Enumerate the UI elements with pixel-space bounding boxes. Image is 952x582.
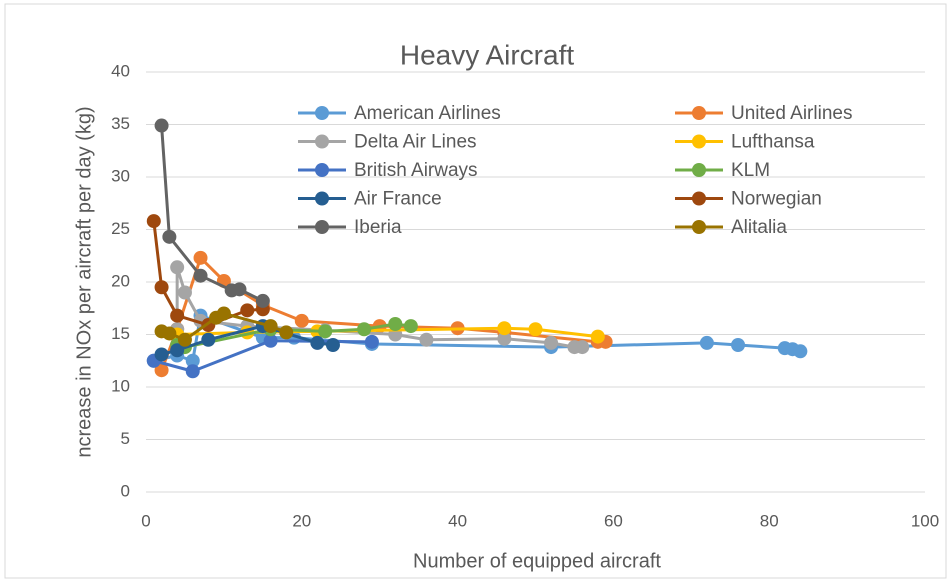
legend-label: American Airlines bbox=[354, 103, 501, 124]
y-tick-label: 10 bbox=[111, 376, 130, 395]
point bbox=[154, 363, 169, 378]
legend-marker bbox=[692, 134, 706, 149]
point bbox=[294, 313, 309, 328]
x-tick-label: 0 bbox=[141, 511, 150, 530]
y-tick-label: 25 bbox=[111, 219, 130, 238]
x-tick-label: 80 bbox=[760, 511, 779, 530]
legend-label: Norwegian bbox=[731, 189, 822, 210]
point bbox=[154, 347, 169, 362]
legend-marker bbox=[315, 220, 329, 234]
legend-label: Delta Air Lines bbox=[354, 132, 477, 153]
x-axis-label: Number of equipped aircraft bbox=[413, 550, 661, 572]
legend-label: Air France bbox=[354, 189, 442, 210]
legend-label: United Airlines bbox=[731, 103, 852, 124]
point bbox=[162, 229, 177, 244]
y-tick-label: 30 bbox=[111, 166, 130, 185]
point bbox=[544, 335, 559, 350]
point bbox=[154, 280, 169, 295]
point bbox=[193, 250, 208, 265]
point bbox=[177, 285, 192, 300]
y-tick-label: 5 bbox=[121, 429, 130, 448]
point bbox=[255, 293, 270, 308]
legend-marker bbox=[692, 106, 706, 120]
point bbox=[590, 329, 605, 344]
point bbox=[263, 319, 278, 334]
point bbox=[177, 332, 192, 347]
point bbox=[170, 260, 185, 275]
point bbox=[263, 333, 278, 348]
point bbox=[318, 324, 333, 339]
x-tick-label: 40 bbox=[448, 511, 467, 530]
point bbox=[170, 308, 185, 323]
chart-title: Heavy Aircraft bbox=[400, 39, 574, 70]
point bbox=[310, 335, 325, 350]
point bbox=[497, 331, 512, 346]
point bbox=[364, 334, 379, 349]
legend-marker bbox=[692, 191, 706, 206]
point bbox=[403, 319, 418, 334]
legend-marker bbox=[692, 163, 706, 177]
point bbox=[793, 344, 808, 359]
point bbox=[201, 332, 216, 347]
point bbox=[388, 317, 403, 331]
point bbox=[357, 322, 372, 337]
y-tick-label: 35 bbox=[111, 114, 130, 133]
point bbox=[232, 282, 247, 297]
point bbox=[497, 321, 512, 336]
legend-label: British Airways bbox=[354, 160, 478, 181]
point bbox=[575, 340, 590, 355]
point bbox=[146, 214, 161, 229]
point bbox=[325, 338, 340, 352]
point bbox=[731, 338, 746, 352]
point bbox=[699, 335, 714, 350]
point bbox=[419, 332, 434, 347]
point bbox=[162, 326, 177, 341]
legend-label: KLM bbox=[731, 160, 770, 181]
point bbox=[185, 364, 200, 379]
point bbox=[216, 306, 231, 321]
point bbox=[154, 118, 169, 133]
legend-label: Alitalia bbox=[731, 217, 787, 238]
point bbox=[528, 322, 543, 337]
legend-marker bbox=[315, 106, 329, 120]
point bbox=[193, 268, 208, 283]
y-tick-label: 15 bbox=[111, 324, 130, 343]
y-axis-label: ncrease in NOx per aircraft per day (kg) bbox=[73, 106, 95, 457]
point bbox=[185, 353, 200, 368]
x-tick-label: 100 bbox=[911, 511, 939, 530]
x-tick-label: 60 bbox=[604, 511, 623, 530]
y-tick-label: 20 bbox=[111, 271, 130, 290]
point bbox=[279, 325, 294, 340]
legend-marker bbox=[315, 191, 329, 206]
legend-label: Lufthansa bbox=[731, 132, 815, 153]
legend-marker bbox=[692, 220, 706, 234]
x-tick-label: 20 bbox=[292, 511, 311, 530]
legend-marker bbox=[315, 134, 329, 149]
y-tick-label: 0 bbox=[121, 481, 130, 500]
y-tick-label: 40 bbox=[111, 61, 130, 80]
point bbox=[240, 303, 255, 318]
legend-label: Iberia bbox=[354, 217, 402, 238]
legend-marker bbox=[315, 163, 329, 177]
point bbox=[170, 343, 185, 358]
